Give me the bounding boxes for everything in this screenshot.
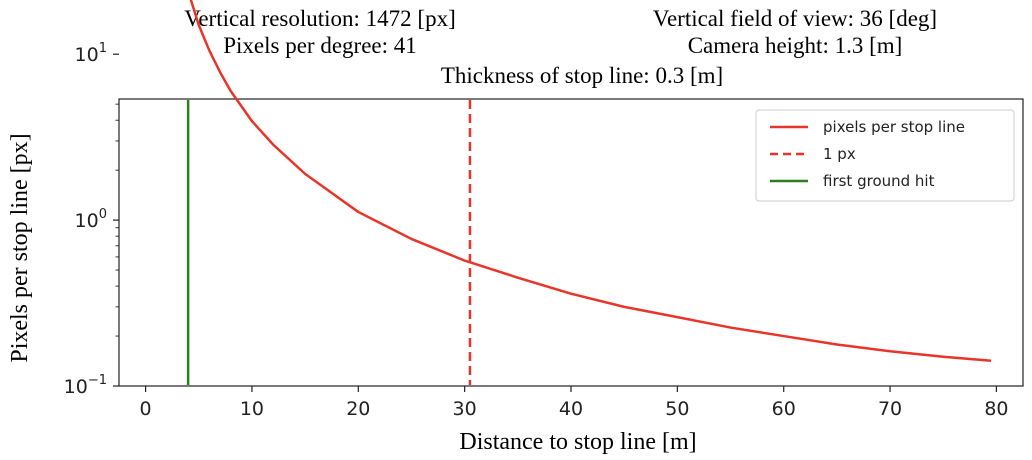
series-layer bbox=[186, 0, 992, 385]
title-thickness: Thickness of stop line: 0.3 [m] bbox=[441, 63, 723, 88]
x-axis-label: Distance to stop line [m] bbox=[459, 429, 696, 455]
title-camera-height: Camera height: 1.3 [m] bbox=[688, 33, 903, 58]
x-tick-label: 10 bbox=[240, 398, 264, 420]
y-axis: 10210110010−1 bbox=[64, 41, 119, 398]
legend-label-first-ground-hit: first ground hit bbox=[823, 172, 935, 190]
legend: pixels per stop line 1 px first ground h… bbox=[755, 109, 1015, 202]
x-tick-label: 40 bbox=[559, 398, 583, 420]
series-line-pixels-per-stop-line bbox=[189, 0, 992, 362]
y-tick-label: 101 bbox=[75, 41, 107, 66]
legend-label-pixels-per-stop-line: pixels per stop line bbox=[823, 118, 965, 136]
legend-label-1-px: 1 px bbox=[823, 145, 856, 163]
legend-box bbox=[755, 109, 1015, 202]
x-tick-label: 80 bbox=[984, 398, 1008, 420]
x-tick-label: 30 bbox=[453, 398, 477, 420]
x-tick-label: 60 bbox=[772, 398, 796, 420]
y-tick-label: 10−1 bbox=[64, 373, 107, 398]
title-vertical-resolution: Vertical resolution: 1472 [px] bbox=[184, 6, 455, 31]
x-tick-label: 50 bbox=[665, 398, 689, 420]
y-axis-label: Pixels per stop line [px] bbox=[7, 133, 33, 362]
y-tick-label: 100 bbox=[75, 207, 107, 232]
title-pixels-per-degree: Pixels per degree: 41 bbox=[223, 33, 417, 58]
x-axis: 0 10 20 30 40 50 60 70 80 bbox=[140, 386, 1009, 420]
x-tick-label: 70 bbox=[878, 398, 902, 420]
x-tick-label: 0 bbox=[140, 398, 152, 420]
title-vertical-fov: Vertical field of view: 36 [deg] bbox=[653, 6, 937, 31]
x-tick-label: 20 bbox=[346, 398, 370, 420]
